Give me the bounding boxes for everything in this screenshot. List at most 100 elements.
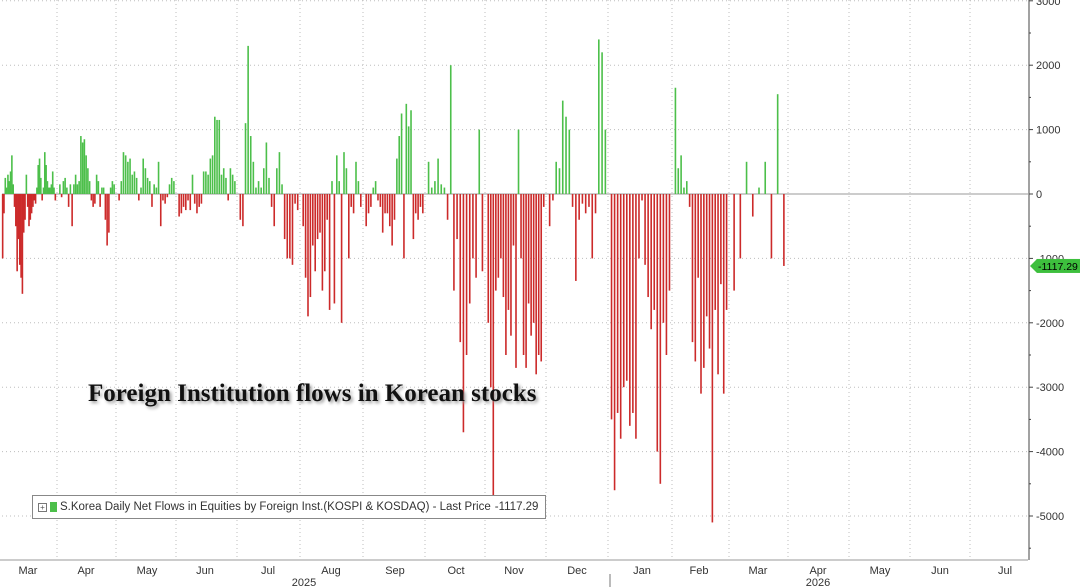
- bar-negative: [694, 194, 697, 362]
- bar-negative: [324, 194, 326, 272]
- bar-negative: [653, 194, 656, 310]
- bar-positive: [47, 187, 50, 194]
- bar-positive: [157, 161, 160, 194]
- bar-negative: [360, 194, 362, 207]
- bar-negative: [575, 194, 577, 281]
- bar-negative: [659, 194, 662, 484]
- bar-negative: [456, 194, 458, 240]
- bar-negative: [515, 194, 517, 368]
- bar-negative: [178, 194, 180, 217]
- bar-positive: [4, 177, 7, 194]
- bar-positive: [478, 129, 481, 194]
- y-tick-label: -5000: [1036, 511, 1064, 523]
- bar-positive: [222, 168, 225, 194]
- bar-positive: [276, 168, 278, 194]
- bar-negative: [326, 194, 328, 220]
- bar-negative: [29, 194, 32, 220]
- bar-negative: [625, 194, 628, 381]
- bar-negative: [500, 194, 502, 259]
- bar-positive: [225, 177, 227, 194]
- bar-negative: [725, 194, 728, 310]
- bar-negative: [239, 194, 242, 220]
- bar-negative: [468, 194, 471, 304]
- bar-positive: [231, 174, 234, 194]
- bar-negative: [512, 194, 515, 246]
- bar-positive: [64, 177, 66, 194]
- bar-positive: [74, 174, 77, 194]
- bar-positive: [25, 174, 28, 194]
- bar-positive: [400, 113, 403, 194]
- bar-negative: [505, 194, 507, 355]
- bar-positive: [758, 187, 760, 194]
- bar-positive: [211, 155, 214, 194]
- bar-negative: [164, 194, 166, 204]
- bar-negative: [578, 194, 580, 220]
- bar-positive: [113, 184, 115, 194]
- bar-negative: [733, 194, 735, 291]
- bar-negative: [377, 194, 379, 201]
- x-tick-label: Jul: [261, 565, 275, 577]
- bar-negative: [270, 194, 273, 207]
- bar-negative: [106, 194, 108, 246]
- bar-positive: [357, 181, 360, 194]
- bar-negative: [662, 194, 665, 323]
- bar-negative: [28, 194, 30, 227]
- bar-negative: [348, 194, 350, 259]
- bar-negative: [594, 194, 597, 214]
- bar-positive: [9, 171, 12, 194]
- bar-negative: [273, 194, 276, 227]
- x-tick-label: Mar: [749, 565, 768, 577]
- bar-positive: [247, 45, 249, 194]
- bar-negative: [507, 194, 510, 310]
- bar-negative: [67, 194, 70, 207]
- bar-negative: [90, 194, 93, 201]
- bar-negative: [365, 194, 367, 227]
- bar-positive: [120, 181, 123, 194]
- bar-negative: [94, 194, 96, 204]
- bar-negative: [227, 194, 229, 201]
- bar-positive: [127, 161, 129, 194]
- bar-negative: [189, 194, 192, 211]
- bar-negative: [162, 194, 164, 201]
- bar-positive: [173, 181, 175, 194]
- bar-positive: [343, 152, 345, 194]
- bar-negative: [30, 194, 33, 214]
- bar-positive: [80, 136, 82, 194]
- bar-negative: [705, 194, 708, 317]
- bar-positive: [265, 142, 268, 194]
- bar-negative: [379, 194, 382, 207]
- legend-toggle-icon[interactable]: +: [38, 502, 47, 512]
- bar-positive: [260, 187, 262, 194]
- bar-positive: [214, 116, 216, 194]
- bar-negative: [700, 194, 702, 394]
- bar-positive: [555, 161, 557, 194]
- bar-negative: [386, 194, 389, 214]
- bar-negative: [739, 194, 742, 259]
- legend-series-label: S.Korea Daily Net Flows in Equities by F…: [60, 501, 491, 513]
- bar-negative: [527, 194, 530, 304]
- bar-positive: [83, 139, 86, 194]
- bar-negative: [714, 194, 717, 310]
- bar-negative: [644, 194, 646, 265]
- bar-negative: [530, 194, 532, 336]
- bar-positive: [140, 187, 142, 194]
- bar-positive: [49, 187, 51, 194]
- bar-negative: [187, 194, 189, 201]
- bar-negative: [193, 194, 196, 204]
- x-tick-label: Apr: [809, 565, 826, 577]
- bar-negative: [1, 194, 4, 259]
- bar-negative: [22, 194, 25, 233]
- bar-positive: [78, 181, 80, 194]
- legend[interactable]: + S.Korea Daily Net Flows in Equities by…: [32, 495, 547, 519]
- bar-positive: [234, 181, 236, 194]
- bar-negative: [613, 194, 616, 491]
- bar-positive: [153, 184, 155, 194]
- bar-negative: [751, 194, 754, 217]
- bar-negative: [465, 194, 468, 355]
- x-tick-label: Nov: [504, 565, 524, 577]
- bar-positive: [434, 181, 436, 194]
- x-tick-label: May: [137, 565, 158, 577]
- bar-positive: [255, 187, 257, 194]
- legend-last-price: -1117.29: [494, 501, 539, 513]
